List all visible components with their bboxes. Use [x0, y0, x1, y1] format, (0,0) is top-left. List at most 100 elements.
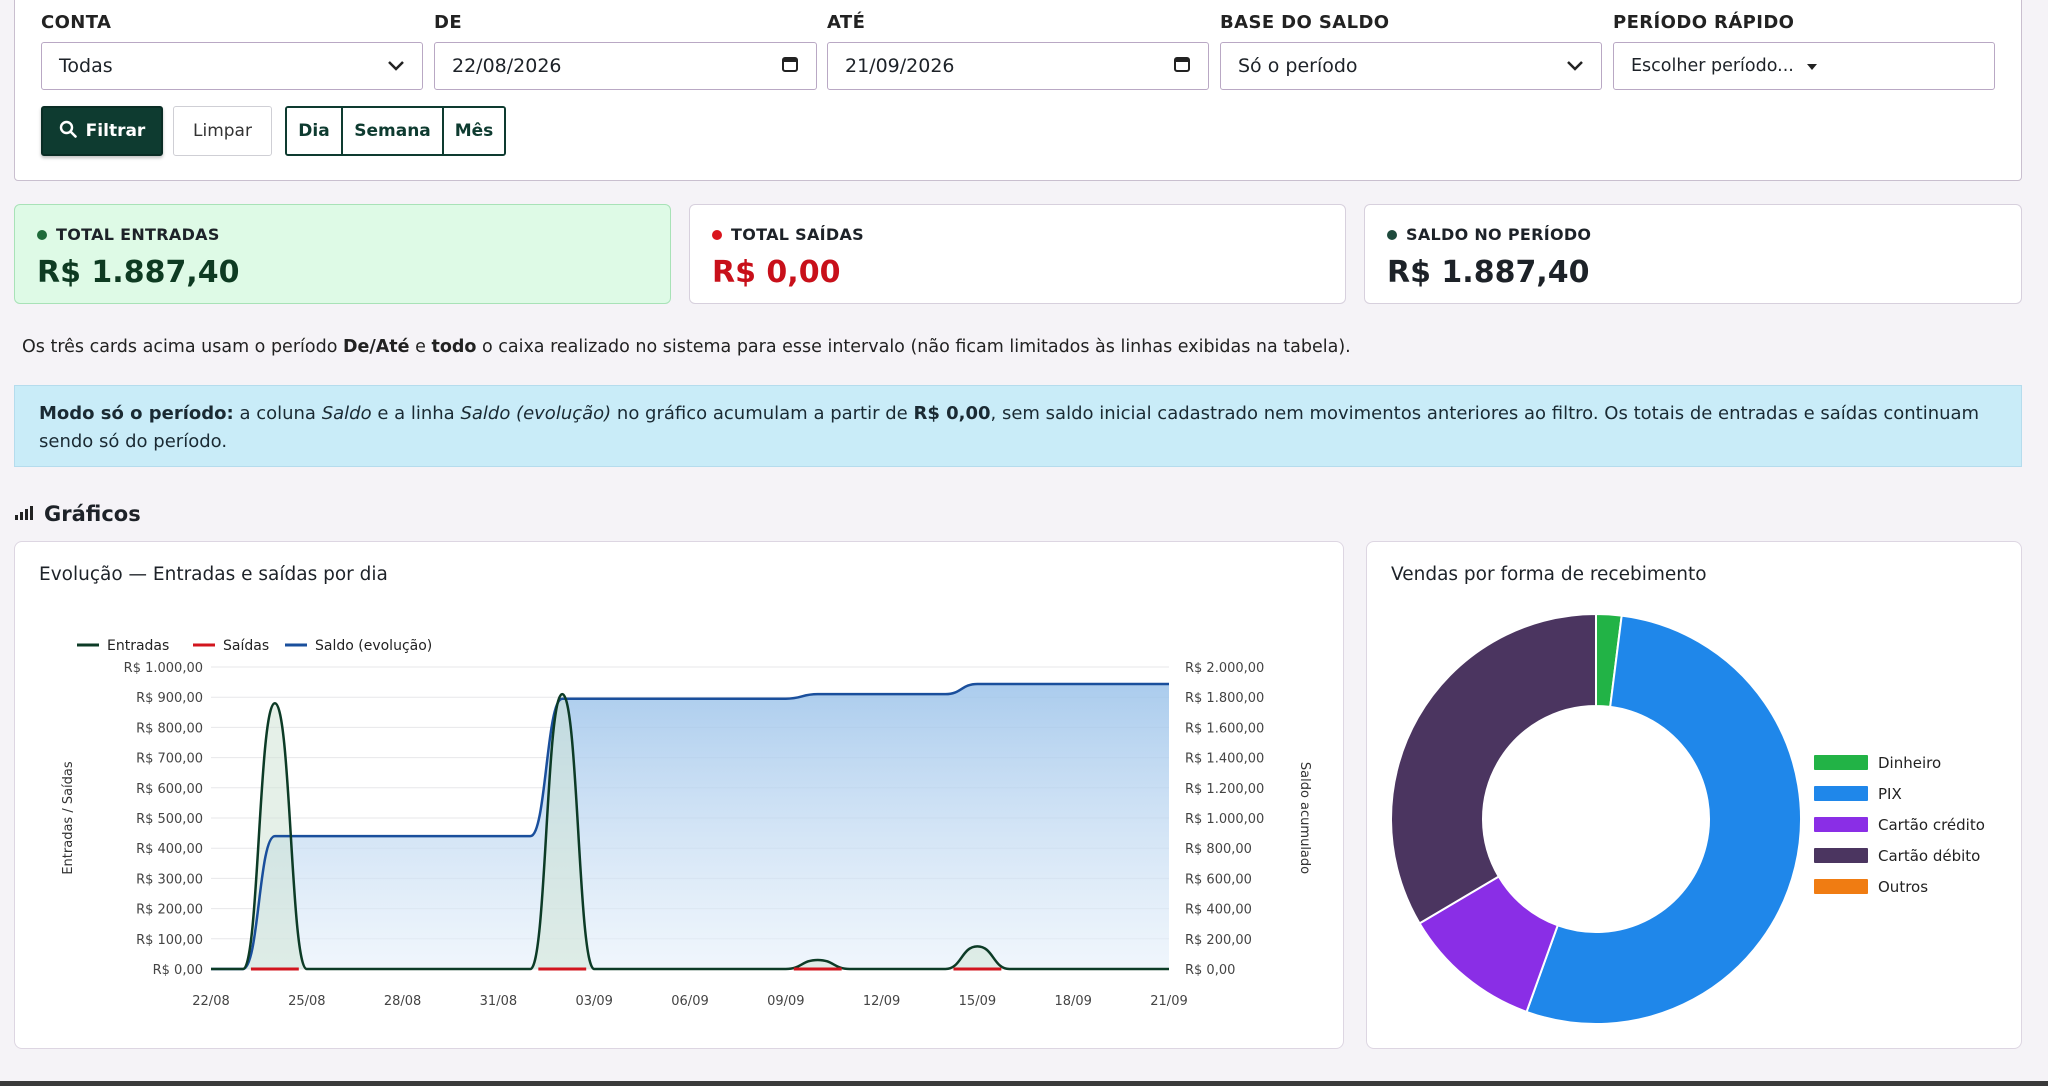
vendas-chart-title: Vendas por forma de recebimento	[1391, 564, 1707, 585]
note-bold: todo	[431, 337, 477, 357]
info-text: , sem saldo inicial cadastrado nem movim…	[39, 403, 1980, 452]
x-tick-label: 28/08	[384, 994, 421, 1009]
y-tick-label: R$ 600,00	[136, 782, 203, 797]
total-entradas-title-row: TOTAL ENTRADAS	[37, 225, 220, 244]
granularity-semana-button[interactable]: Semana	[341, 108, 442, 154]
filtrar-label: Filtrar	[85, 121, 146, 141]
note-text: e	[409, 337, 432, 357]
saldo-periodo-title-row: SALDO NO PERÍODO	[1387, 225, 1591, 244]
evolucao-chart-card: Evolução — Entradas e saídas por dia R$ …	[14, 541, 1344, 1049]
total-saidas-title: TOTAL SAÍDAS	[731, 225, 864, 244]
charts-heading: Gráficos	[14, 502, 141, 526]
y2-tick-label: R$ 1.200,00	[1185, 782, 1264, 797]
x-tick-label: 21/09	[1150, 994, 1187, 1009]
y2-tick-label: R$ 600,00	[1185, 872, 1252, 887]
legend-label: Cartão débito	[1878, 847, 1980, 865]
y-tick-label: R$ 0,00	[153, 963, 203, 978]
legend-swatch	[1814, 879, 1868, 894]
calendar-icon[interactable]	[781, 55, 799, 78]
filter-panel: CONTA Todas DE 22/08/2026 ATÉ 21/09/2026…	[14, 0, 2022, 181]
status-dot	[1387, 229, 1397, 240]
base-saldo-select[interactable]: Só o período	[1220, 42, 1602, 90]
y2-tick-label: R$ 0,00	[1185, 963, 1235, 978]
x-tick-label: 25/08	[288, 994, 325, 1009]
y-tick-label: R$ 800,00	[136, 721, 203, 736]
y2-tick-label: R$ 1.800,00	[1185, 691, 1264, 706]
note-text: o caixa realizado no sistema para esse i…	[476, 337, 1351, 357]
saldo-periodo-card: SALDO NO PERÍODO R$ 1.887,40	[1364, 204, 2022, 304]
info-bold: R$ 0,00	[913, 403, 991, 424]
calendar-icon[interactable]	[1173, 55, 1191, 78]
y2-axis-title: Saldo acumulado	[1297, 762, 1312, 874]
granularity-dia-button[interactable]: Dia	[287, 108, 341, 154]
legend-label: Outros	[1878, 878, 1928, 896]
y-tick-label: R$ 500,00	[136, 812, 203, 827]
info-text: no gráfico acumulam a partir de	[611, 403, 914, 424]
info-bold: Modo só o período:	[39, 403, 234, 424]
total-entradas-value: R$ 1.887,40	[37, 255, 240, 290]
saldo-periodo-value: R$ 1.887,40	[1387, 255, 1590, 290]
ate-date-input[interactable]: 21/09/2026	[827, 42, 1209, 90]
conta-value: Todas	[59, 55, 113, 77]
y-tick-label: R$ 700,00	[136, 752, 203, 767]
x-tick-label: 06/09	[671, 994, 708, 1009]
pie-slice	[1525, 614, 1802, 1025]
legend-label: Saldo (evolução)	[315, 638, 432, 654]
info-alert: Modo só o período: a coluna Saldo e a li…	[14, 385, 2022, 467]
y2-tick-label: R$ 2.000,00	[1185, 661, 1264, 676]
legend-label: Saídas	[223, 638, 269, 654]
saldo-periodo-title: SALDO NO PERÍODO	[1406, 225, 1592, 244]
base-saldo-value: Só o período	[1238, 55, 1358, 77]
total-entradas-card: TOTAL ENTRADAS R$ 1.887,40	[14, 204, 671, 304]
status-dot	[37, 229, 47, 240]
conta-select[interactable]: Todas	[41, 42, 423, 90]
y-tick-label: R$ 400,00	[136, 842, 203, 857]
saldo-area	[211, 684, 1169, 969]
y-tick-label: R$ 1.000,00	[124, 661, 203, 676]
legend-swatch	[1814, 817, 1868, 832]
granularity-toggle: Dia Semana Mês	[285, 106, 506, 156]
x-tick-label: 31/08	[480, 994, 517, 1009]
bottom-border	[0, 1081, 2048, 1086]
charts-heading-text: Gráficos	[44, 502, 141, 526]
x-tick-label: 12/09	[863, 994, 900, 1009]
cards-note: Os três cards acima usam o período De/At…	[22, 337, 1351, 357]
status-dot	[712, 229, 722, 240]
info-italic: Saldo	[321, 403, 372, 424]
vendas-chart-card: Vendas por forma de recebimento Dinheiro…	[1366, 541, 2022, 1049]
de-label: DE	[434, 12, 463, 33]
caret-down-icon	[1806, 56, 1818, 76]
chevron-down-icon	[1566, 60, 1584, 72]
total-saidas-value: R$ 0,00	[712, 255, 841, 290]
x-tick-label: 03/09	[575, 994, 612, 1009]
y-tick-label: R$ 200,00	[136, 903, 203, 918]
x-tick-label: 09/09	[767, 994, 804, 1009]
y2-tick-label: R$ 1.000,00	[1185, 812, 1264, 827]
legend-label: Dinheiro	[1878, 754, 1941, 772]
y-tick-label: R$ 900,00	[136, 691, 203, 706]
legend-swatch	[1814, 786, 1868, 801]
periodo-rapido-value: Escolher período...	[1631, 56, 1794, 76]
filtrar-button[interactable]: Filtrar	[41, 106, 163, 156]
y-axis-title: Entradas / Saídas	[61, 761, 76, 875]
x-tick-label: 15/09	[959, 994, 996, 1009]
granularity-mes-button[interactable]: Mês	[442, 108, 504, 154]
ate-label: ATÉ	[827, 12, 866, 33]
periodo-rapido-dropdown[interactable]: Escolher período...	[1613, 42, 1995, 90]
conta-label: CONTA	[41, 12, 112, 33]
de-value: 22/08/2026	[452, 55, 562, 77]
total-entradas-title: TOTAL ENTRADAS	[56, 225, 220, 244]
pie-slice	[1390, 612, 1597, 925]
y-tick-label: R$ 100,00	[136, 933, 203, 948]
saldo-line	[211, 682, 1169, 971]
bar-chart-icon	[14, 502, 34, 526]
note-bold: De/Até	[342, 337, 410, 357]
y2-tick-label: R$ 800,00	[1185, 842, 1252, 857]
limpar-button[interactable]: Limpar	[173, 106, 272, 156]
evolucao-chart-title: Evolução — Entradas e saídas por dia	[39, 564, 388, 585]
x-tick-label: 18/09	[1054, 994, 1091, 1009]
info-text: e a linha	[371, 403, 461, 424]
legend-label: PIX	[1878, 785, 1902, 803]
de-date-input[interactable]: 22/08/2026	[434, 42, 817, 90]
y2-tick-label: R$ 400,00	[1185, 903, 1252, 918]
